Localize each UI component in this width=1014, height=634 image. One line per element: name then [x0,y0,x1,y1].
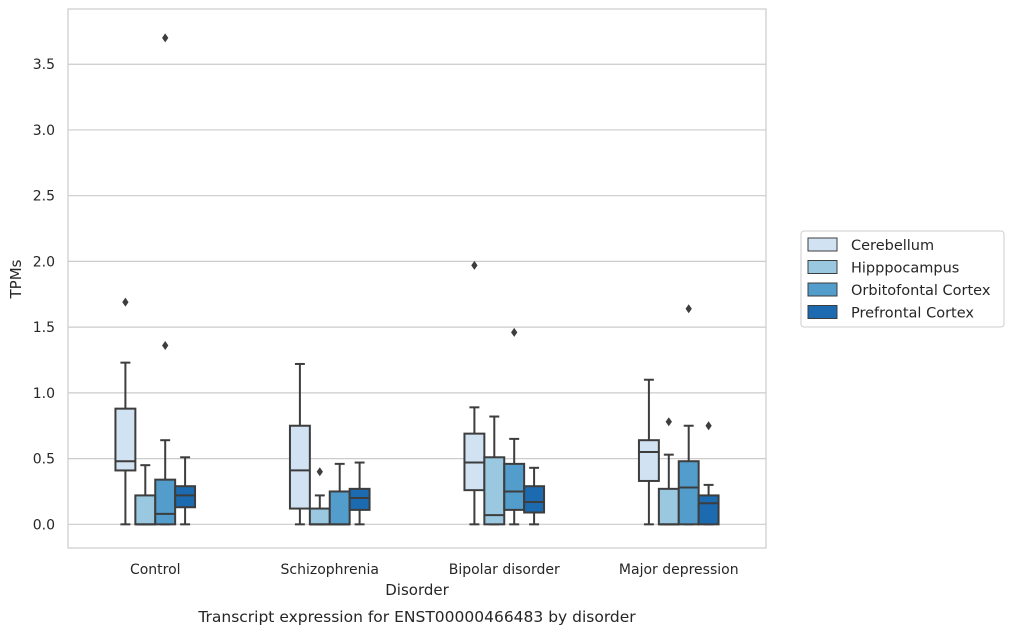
outlier-marker [685,304,692,314]
y-tick-labels: 0.0 0.5 1.0 1.5 2.0 2.5 3.0 3.5 [33,57,55,533]
box-1-1 [308,467,331,526]
box-0-0 [114,297,137,526]
box-body [134,494,157,526]
figure-caption: Transcript expression for ENST0000046648… [197,608,636,626]
outlier-marker [122,297,129,307]
box-body [677,460,700,526]
box-body [174,485,197,509]
plot-area-frame [67,8,767,549]
box-body [657,487,680,526]
box-2-2 [503,327,526,526]
x-tick-labels: Control Schizophrenia Bipolar disorder Majo… [130,562,739,578]
y-tick-label: 1.0 [33,386,55,402]
outlier-marker [162,33,169,43]
legend-label: Hipppocampus [851,261,959,277]
outlier-marker [471,260,478,270]
legend-frame [800,230,1005,328]
x-tick-label: Control [130,562,181,578]
y-tick-label: 2.0 [33,254,55,270]
x-tick-label: Major depression [619,562,739,578]
outlier-marker [511,327,518,337]
x-tick-label: Schizophrenia [281,562,379,578]
boxes [114,33,720,526]
outlier-marker [316,467,323,477]
box-2-1 [483,415,506,526]
box-body [697,494,720,526]
legend-items: Cerebellum Hipppocampus Orbitofontal Corte… [807,237,991,322]
x-axis-label: Disorder [385,581,449,599]
box-3-0 [637,378,660,526]
box-0-3 [174,456,197,526]
x-tick-label: Bipolar disorder [449,562,560,578]
box-3-3 [697,421,720,526]
y-tick-label: 2.5 [33,189,55,205]
box-body [523,485,546,514]
box-3-2 [677,304,700,526]
y-tick-label: 0.0 [33,517,55,533]
box-body [348,487,371,511]
legend-label: Prefrontal Cortex [851,306,974,322]
legend: Cerebellum Hipppocampus Orbitofontal Corte… [800,230,1005,328]
box-0-1 [134,464,157,526]
legend-label: Cerebellum [851,238,934,254]
box-body [308,507,331,526]
box-body [114,407,137,472]
y-tick-label: 0.5 [33,452,55,468]
y-tick-label: 3.0 [33,123,55,139]
legend-swatch [807,237,838,252]
outlier-marker [665,417,672,427]
box-body [503,462,526,511]
box-3-1 [657,417,680,526]
box-body [328,490,351,526]
y-tick-label: 3.5 [33,57,55,73]
legend-swatch [807,305,838,319]
box-1-3 [348,461,371,526]
y-tick-label: 1.5 [33,320,55,336]
box-2-3 [523,466,546,526]
legend-label: Orbitofontal Cortex [851,283,991,299]
y-axis-label: TPMs [7,259,25,299]
legend-swatch [807,260,838,274]
box-body [637,439,660,482]
outlier-marker [162,341,169,351]
box-1-0 [288,362,311,526]
outlier-marker [705,421,712,431]
box-body [154,478,177,526]
box-body [288,424,311,510]
legend-swatch [807,282,838,297]
